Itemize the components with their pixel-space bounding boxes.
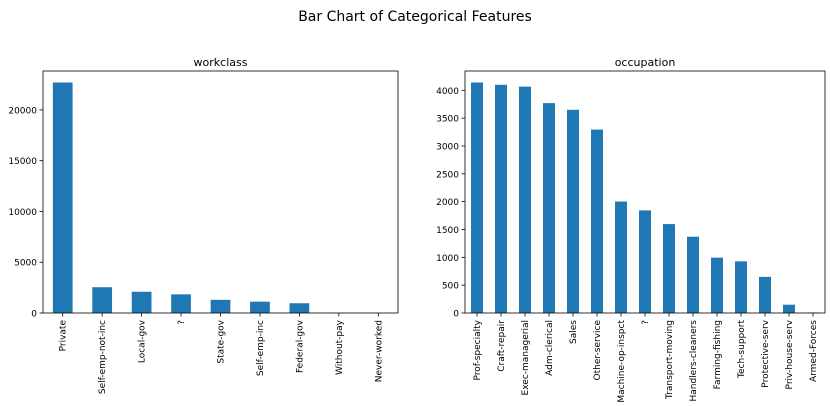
occupation-ytick-label-500: 500 [442,282,459,292]
occupation-bar-exec-managerial [519,86,531,313]
occupation-xtick-label-adm-clerical: Adm-clerical [545,320,555,376]
workclass-xtick-label-self-emp-inc: Self-emp-inc [256,320,266,376]
workclass-bar-self-emp-inc [250,301,270,313]
figure-title: Bar Chart of Categorical Features [298,9,532,25]
workclass-axes-frame [42,70,399,314]
workclass-chart: workclass 0 5000 10000 15000 20000 Private Self… [8,56,399,394]
workclass-xtick-label-state-gov: State-gov [217,319,227,363]
occupation-bar-protective-serv [759,276,771,313]
workclass-ytick-label-15000: 15000 [8,157,37,167]
occupation-ytick-label-1500: 1500 [436,226,459,236]
occupation-xtick-label-machine-op-inspct: Machine-op-inspct [617,320,627,403]
occupation-bar-adm-clerical [543,103,555,314]
occupation-bar-priv-house-serv [783,304,795,313]
occupation-xtick-label-tech-support: Tech-support [737,320,747,379]
occupation-bar-unknown [639,210,651,313]
workclass-bar-local-gov [131,291,152,313]
occupation-xtick-label-priv-house-serv: Priv-house-serv [785,319,795,389]
occupation-ytick-label-3000: 3000 [436,142,459,152]
occupation-xtick-label-handlers-cleaners: Handlers-cleaners [689,320,699,402]
workclass-xtick-label-private: Private [59,320,69,352]
occupation-bar-handlers-cleaners [687,236,699,313]
workclass-ytick-label-0: 0 [31,310,37,320]
occupation-bar-farming-fishing [711,257,723,313]
occupation-bar-transport-moving [663,224,675,313]
occupation-chart: occupation 0 500 1000 1500 2000 2500 3000 3500 40… [436,56,826,403]
occupation-ytick-label-1000: 1000 [436,254,459,264]
workclass-bar-private [52,82,73,313]
occupation-xtick-label-sales: Sales [569,320,579,344]
occupation-bar-craft-repair [495,84,507,313]
occupation-xtick-label-armed-forces: Armed-Forces [809,320,819,382]
occupation-ytick-label-0: 0 [453,310,459,320]
occupation-bar-other-service [591,129,603,313]
occupation-ytick-label-3500: 3500 [436,115,459,125]
workclass-xtick-label-unknown: ? [177,320,187,325]
workclass-ytick-label-20000: 20000 [8,106,37,116]
occupation-ytick-label-2500: 2500 [436,170,459,180]
occupation-xtick-label-other-service: Other-service [593,320,603,381]
occupation-ytick-label-4000: 4000 [436,87,459,97]
occupation-xtick-label-protective-serv: Protective-serv [761,319,771,387]
occupation-ytick-label-2000: 2000 [436,198,459,208]
workclass-chart-title: workclass [194,56,248,69]
workclass-bar-self-emp-not-inc [92,287,113,313]
occupation-xtick-label-transport-moving: Transport-moving [665,320,675,400]
workclass-ytick-label-10000: 10000 [8,208,37,218]
workclass-ytick-label-5000: 5000 [14,259,37,269]
workclass-xtick-label-federal-gov: Federal-gov [295,319,305,373]
workclass-xtick-label-self-emp-not-inc: Self-emp-not-inc [98,320,108,394]
workclass-bar-federal-gov [289,303,310,313]
occupation-xtick-label-unknown: ? [641,320,651,325]
occupation-xtick-label-craft-repair: Craft-repair [497,320,507,372]
occupation-xtick-label-exec-managerial: Exec-managerial [521,320,531,395]
workclass-xtick-label-local-gov: Local-gov [138,319,148,363]
occupation-bar-prof-specialty [471,82,483,314]
workclass-xtick-label-without-pay: Without-pay [335,319,345,375]
occupation-xtick-label-farming-fishing: Farming-fishing [713,320,723,389]
workclass-bar-unknown [171,294,191,313]
occupation-xtick-label-prof-specialty: Prof-specialty [473,319,483,380]
workclass-xtick-label-never-worked: Never-worked [374,320,384,382]
occupation-bar-sales [567,109,579,313]
workclass-bar-state-gov [210,299,231,313]
occupation-bar-tech-support [735,261,747,313]
occupation-chart-title: occupation [615,56,676,69]
occupation-bar-machine-op-inspct [615,201,627,313]
